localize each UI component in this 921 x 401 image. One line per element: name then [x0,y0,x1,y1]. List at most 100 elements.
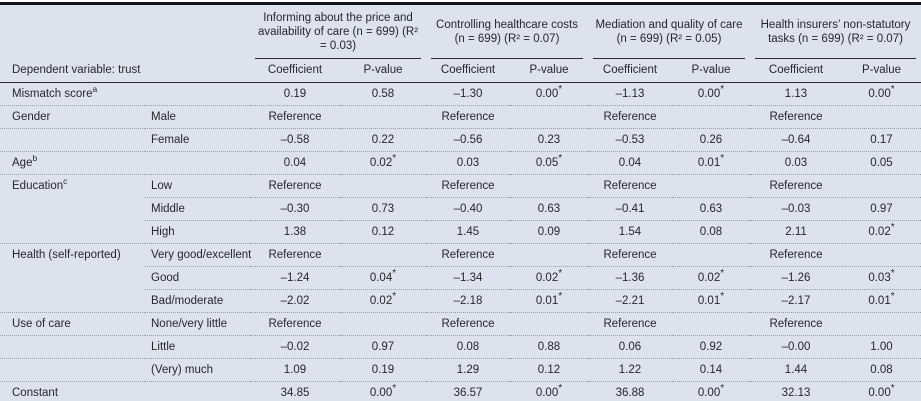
cell-pvalue: 0.03* [842,266,921,290]
cell-pvalue: 0.01* [672,151,750,175]
column-group-title-1: Informing about the price and availabili… [250,5,426,59]
significance-star: * [890,221,895,233]
row-category [145,381,250,401]
cell-pvalue: 0.92 [672,335,750,359]
significance-star: * [392,382,397,394]
cell-coefficient: 0.19 [283,87,307,100]
cell-coefficient: –2.18 [426,289,510,313]
cell-coefficient: –1.24 [250,266,340,290]
sub-header-p-value-1: P-value [340,59,426,83]
significance-star: * [720,83,725,95]
cell-coefficient: 1.13 [784,87,808,100]
row-label: Gender [0,105,145,129]
cell-pvalue [510,105,588,129]
row-label: Health (self-reported) [0,243,145,267]
cell-pvalue: 0.00* [535,83,563,100]
significance-star: * [890,290,895,302]
cell-pvalue: 0.08 [842,358,921,382]
regression-table: Informing about the price and availabili… [0,5,921,401]
row-category: Low [145,174,250,198]
row-label: Mismatch scorea [12,83,98,100]
significance-star: * [890,382,895,394]
row-category: Female [145,128,250,152]
cell-pvalue [672,243,750,267]
row-category: Very good/excellent [145,243,251,267]
sub-header-coefficient-2: Coefficient [426,59,510,83]
cell-pvalue: 0.17 [842,128,921,152]
cell-coefficient: 0.03 [426,151,510,175]
table-row: Female –0.58 0.22 –0.56 0.23 –0.53 0.26 –0.64 0.… [0,128,921,152]
cell-coefficient: –2.21 [588,289,672,313]
significance-star: * [558,152,563,164]
cell-coefficient: –0.64 [750,128,842,152]
row-category: (Very) much [145,358,250,382]
cell-pvalue [842,312,921,336]
cell-pvalue: 0.12 [340,220,426,244]
cell-pvalue [340,243,426,267]
cell-pvalue [340,105,426,129]
footnote-marker: c [63,175,68,186]
cell-pvalue [340,174,426,198]
cell-coefficient: –1.13 [615,87,645,100]
row-category: Male [145,105,250,129]
cell-coefficient: Reference [588,243,672,267]
cell-pvalue: 0.73 [340,197,426,221]
footnote-marker: a [92,83,98,94]
cell-coefficient: 34.85 [250,381,340,401]
cell-coefficient: Reference [426,312,510,336]
table-row: Educationc Low Reference Reference Reference… [0,174,921,198]
cell-coefficient: Reference [426,243,510,267]
cell-coefficient: Reference [250,312,340,336]
sub-header-coefficient-4: Coefficient [750,59,842,83]
cell-pvalue: 0.00* [340,381,426,401]
row-label [0,198,145,221]
cell-coefficient: 1.38 [250,220,340,244]
table-row: Good –1.24 0.04* –1.34 0.02* –1.36 0.02* –1.26 0… [0,266,921,290]
cell-coefficient: 1.45 [426,220,510,244]
column-group-title-4: Health insurers’ non-statutory tasks (n … [750,5,921,59]
cell-coefficient: 0.08 [426,335,510,359]
sub-header-p-value-2: P-value [510,59,588,83]
row-label [0,335,145,359]
significance-star: * [720,152,725,164]
significance-star: * [392,152,397,164]
significance-star: * [720,290,725,302]
sub-header-row: Dependent variable: trust Coefficient P-v… [0,59,921,83]
cell-coefficient: –1.34 [426,266,510,290]
cell-coefficient: –2.17 [750,289,842,313]
cell-pvalue: 0.58 [371,87,395,100]
table-row: Bad/moderate –2.02 0.02* –2.18 0.01* –2.21 0.0… [0,289,921,313]
cell-pvalue: 0.97 [340,335,426,359]
row-category: Bad/moderate [145,289,250,313]
cell-coefficient: 36.57 [426,381,510,401]
cell-coefficient: Reference [588,174,672,198]
row-label [0,128,145,152]
table-row: (Very) much 1.09 0.19 1.29 0.12 1.22 0.14 1.44 0… [0,358,921,382]
cell-pvalue: 0.00* [842,381,921,401]
cell-coefficient: Reference [588,312,672,336]
column-group-title-3: Mediation and quality of care (n = 699) … [588,5,750,59]
cell-pvalue [842,174,921,198]
cell-coefficient: Reference [250,174,340,198]
table-row: Ageb 0.04 0.02* 0.03 0.05* 0.04 0.01* 0.03 0.05 [0,151,921,175]
significance-star: * [890,267,895,279]
cell-coefficient: –0.41 [588,197,672,221]
significance-star: * [720,382,725,394]
cell-pvalue: 0.01* [510,289,588,313]
row-category: None/very little [145,312,250,336]
cell-pvalue: 0.02* [340,151,426,175]
cell-pvalue: 0.22 [340,128,426,152]
table-row: Use of care None/very little Reference Refe… [0,312,921,336]
table-row: Health (self-reported) Very good/excellen… [0,243,921,267]
sub-header-p-value-3: P-value [672,59,750,83]
group-header-row: Informing about the price and availabili… [0,5,921,59]
cell-pvalue: 0.01* [672,289,750,313]
cell-coefficient: Reference [750,174,842,198]
cell-pvalue: 0.97 [842,197,921,221]
cell-coefficient: 1.29 [426,358,510,382]
cell-pvalue: 0.05 [842,151,921,175]
cell-pvalue [842,105,921,129]
cell-pvalue: 0.04* [340,266,426,290]
